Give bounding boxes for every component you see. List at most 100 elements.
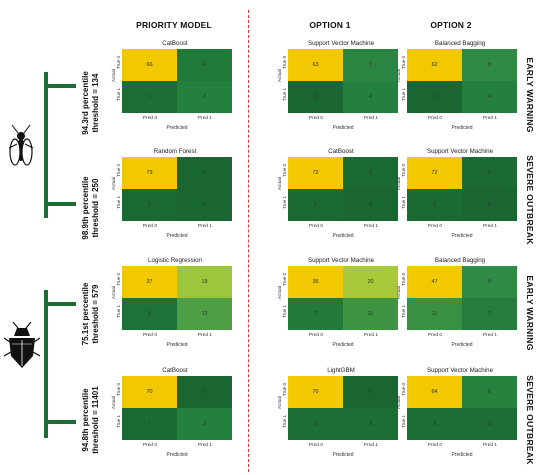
threshold-label: 94.3rd percentile threshold = 134 (81, 71, 100, 135)
row-label-early-warning: EARLY WARNING (525, 275, 535, 351)
matrix-cells: 70 0 2 2 (288, 376, 398, 440)
matrix-cells: 72 1 1 0 (288, 157, 398, 221)
bracket-tick (48, 302, 76, 306)
x-tick-label: Pred 1 (197, 443, 213, 448)
x-axis-label: Predicted (332, 342, 354, 348)
x-tick-label: Pred 1 (482, 443, 498, 448)
matrix-cells: 63 7 0 4 (288, 49, 398, 113)
x-tick-label: Pred 1 (363, 443, 379, 448)
x-tick-label: Pred 0 (427, 443, 443, 448)
matrix-title: Balanced Bagging (434, 257, 486, 264)
matrix-cell: 37 (122, 266, 177, 298)
matrix-cell: 19 (177, 266, 232, 298)
matrix-cell: 0 (462, 189, 517, 221)
x-tick-label: Pred 1 (482, 333, 498, 338)
y-tick-label: True 1 (116, 87, 122, 102)
matrix-title: Support Vector Machine (426, 148, 494, 155)
y-tick-label: True 0 (401, 382, 407, 397)
matrix-cell: 62 (407, 49, 462, 81)
x-tick-label: Pred 1 (197, 224, 213, 229)
confusion-matrix: CatBoost Actual True 0 True 1 72 1 1 0 Pred 0 Pre… (276, 148, 398, 243)
matrix-cell: 4 (177, 49, 232, 81)
y-tick-label: True 1 (116, 414, 122, 429)
bracket-tick (48, 202, 76, 206)
matrix-cell: 11 (343, 298, 398, 330)
x-axis-label: Predicted (166, 125, 188, 131)
y-tick-label: True 0 (401, 163, 407, 178)
matrix-cell: 73 (122, 157, 177, 189)
matrix-cell: 1 (122, 408, 177, 440)
bracket-tick (48, 420, 76, 424)
matrix-cell: 11 (407, 298, 462, 330)
y-tick-label: True 1 (116, 304, 122, 319)
matrix-cells: 73 0 1 0 (122, 157, 232, 221)
y-tick-label: True 1 (282, 195, 288, 210)
bracket-bar-bottom (44, 290, 48, 438)
confusion-matrix: Logistic Regression Actual True 0 True 1 37 1… (110, 257, 232, 352)
matrix-cell: 8 (462, 49, 517, 81)
matrix-cell: 0 (177, 157, 232, 189)
matrix-title: Support Vector Machine (307, 257, 375, 264)
x-tick-label: Pred 1 (197, 333, 213, 338)
matrix-cell: 72 (407, 157, 462, 189)
matrix-cell: 5 (122, 298, 177, 330)
matrix-cell: 64 (407, 376, 462, 408)
matrix-cell: 0 (288, 81, 343, 113)
confusion-matrix: Support Vector Machine Actual True 0 True 1… (395, 148, 517, 243)
y-tick-label: True 1 (401, 195, 407, 210)
matrix-title: Random Forest (153, 148, 197, 155)
confusion-matrix: CatBoost Actual True 0 True 1 70 0 1 3 Pred 0 Pre… (110, 367, 232, 462)
matrix-cell: 0 (177, 376, 232, 408)
y-axis-label: Actual (278, 176, 284, 191)
confusion-matrix: Support Vector Machine Actual True 0 True 1… (276, 40, 398, 135)
x-tick-label: Pred 0 (142, 224, 158, 229)
y-tick-label: True 0 (401, 272, 407, 287)
confusion-matrix: Random Forest Actual True 0 True 1 73 0 1 0 Pred… (110, 148, 232, 243)
x-tick-label: Pred 1 (363, 224, 379, 229)
x-axis-label: Predicted (332, 125, 354, 131)
bracket-bar-top (44, 72, 48, 218)
matrix-cell: 47 (407, 266, 462, 298)
y-axis-label: Actual (397, 285, 403, 300)
confusion-matrix: Support Vector Machine Actual True 0 True 1… (276, 257, 398, 352)
matrix-cell: 36 (288, 266, 343, 298)
y-tick-label: True 0 (282, 382, 288, 397)
y-tick-label: True 0 (116, 382, 122, 397)
y-tick-label: True 1 (116, 195, 122, 210)
y-tick-label: True 1 (282, 87, 288, 102)
column-title-option2: OPTION 2 (430, 20, 472, 30)
matrix-cell: 3 (177, 81, 232, 113)
matrix-cell: 6 (462, 376, 517, 408)
x-tick-label: Pred 1 (363, 333, 379, 338)
y-axis-label: Actual (278, 395, 284, 410)
matrix-cell: 66 (122, 49, 177, 81)
y-axis-label: Actual (278, 285, 284, 300)
matrix-cell: 72 (288, 157, 343, 189)
matrix-title: Support Vector Machine (307, 40, 375, 47)
y-axis-label: Actual (278, 68, 284, 83)
y-tick-label: True 0 (116, 55, 122, 70)
matrix-cell: 1 (343, 157, 398, 189)
column-title-priority: PRIORITY MODEL (136, 20, 212, 30)
matrix-cell: 63 (288, 49, 343, 81)
x-tick-label: Pred 0 (308, 116, 324, 121)
matrix-cell: 0 (177, 189, 232, 221)
x-tick-label: Pred 1 (363, 116, 379, 121)
y-tick-label: True 0 (116, 272, 122, 287)
matrix-cell: 1 (288, 189, 343, 221)
matrix-cell: 1 (462, 157, 517, 189)
bracket-tick (48, 84, 76, 88)
row-label-severe-outbreak: SEVERE OUTBREAK (525, 155, 535, 245)
matrix-cells: 72 1 1 0 (407, 157, 517, 221)
y-tick-label: True 1 (282, 304, 288, 319)
section-divider (248, 10, 249, 472)
y-axis-label: Actual (112, 285, 118, 300)
stink-bug-icon (4, 322, 40, 368)
matrix-cell: 0 (343, 376, 398, 408)
matrix-title: Support Vector Machine (426, 367, 494, 374)
y-tick-label: True 0 (282, 272, 288, 287)
matrix-cell: 7 (288, 298, 343, 330)
threshold-label: 98.9th percentile threshold = 250 (81, 176, 100, 240)
matrix-cell: 2 (407, 408, 462, 440)
x-tick-label: Pred 0 (427, 224, 443, 229)
